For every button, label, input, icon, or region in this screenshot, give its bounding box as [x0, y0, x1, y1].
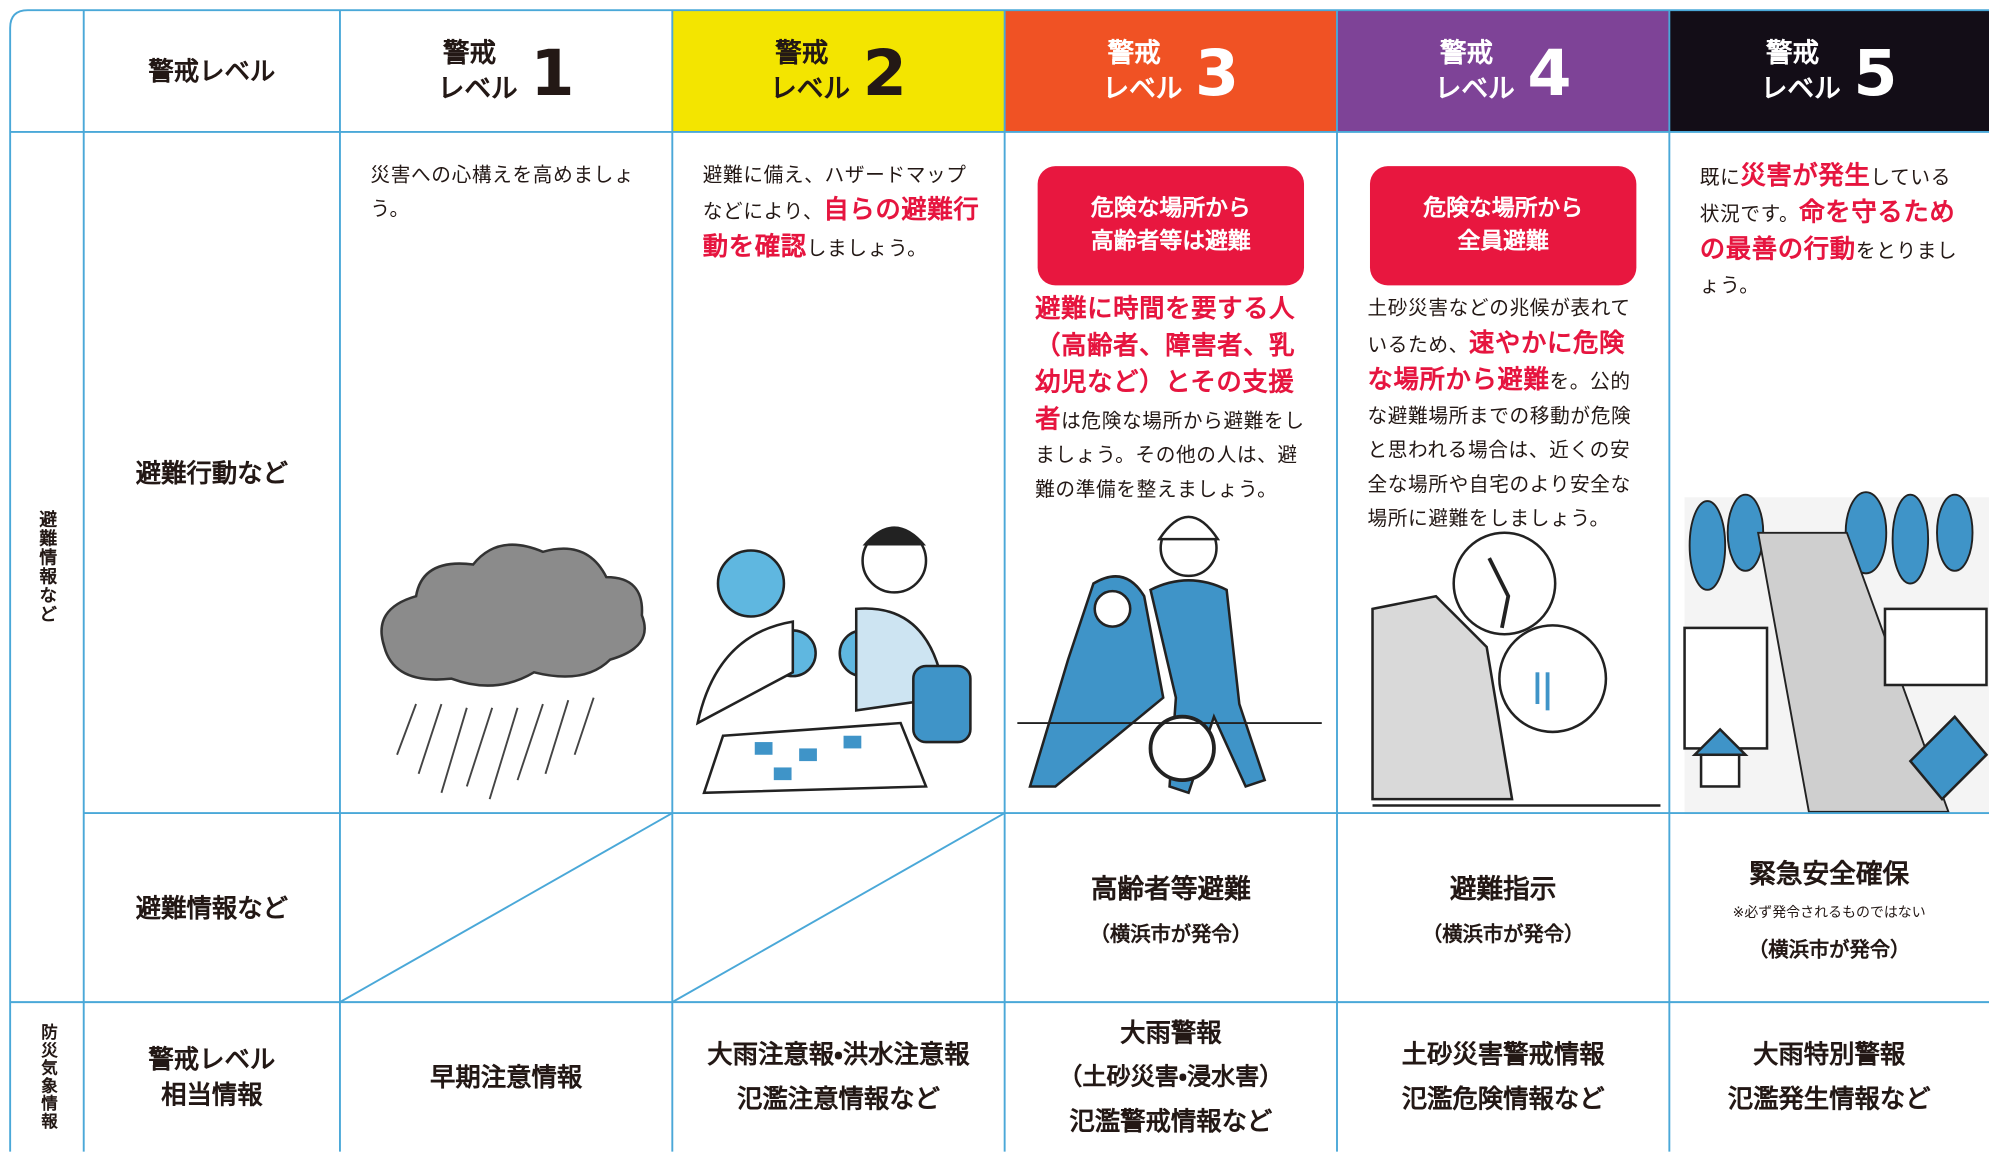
text: をとりましょう。: [1699, 239, 1958, 297]
info-name: 避難指示: [1449, 873, 1557, 904]
info-name: 高齢者等避難: [1090, 873, 1251, 904]
text: は危険な場所から避難をしましょう。その他の人は、避難の準備を整えましょう。: [1035, 409, 1305, 502]
info-cell: 緊急安全確保 ※必ず発令されるものではない （横浜市が発令）: [1669, 813, 1989, 1002]
text: 既に: [1699, 166, 1741, 190]
level-header-words: 警戒レベル: [770, 36, 850, 107]
side-label: 防災気象情報: [37, 1023, 57, 1131]
info-issuer: （横浜市が発令）: [1089, 921, 1253, 946]
action-text: 土砂災害などの兆候が表れているため、速やかに危険な場所から避難を。公的な避難場所…: [1367, 292, 1649, 537]
level-prefix: 警戒: [442, 38, 497, 69]
action-text: 避難に時間を要する人（高齢者、障害者、乳幼児など）とその支援者は危険な場所から避…: [1035, 292, 1317, 508]
level-number: 2: [862, 36, 907, 111]
info-issuer: （横浜市が発令）: [1747, 936, 1911, 961]
level-header-words: 警戒レベル: [1435, 36, 1515, 107]
weather-line: 氾濫注意情報など: [736, 1083, 940, 1114]
emphasis-text: 命を守るための最善の行動: [1699, 196, 1956, 264]
row-header: 警戒レベル: [148, 55, 276, 87]
illustrations: [380, 491, 1989, 815]
level-header-words: 警戒レベル: [438, 36, 518, 107]
weather-line: 氾濫警戒情報など: [1069, 1105, 1273, 1136]
text: 土砂災害などの兆候が表れているため、: [1367, 296, 1631, 357]
weather-cell: 土砂災害警戒情報 氾濫危険情報など: [1337, 1002, 1669, 1152]
info-note: ※必ず発令されるものではない: [1732, 903, 1926, 921]
evacuation-box: 危険な場所から 全員避難: [1369, 166, 1637, 286]
diagonal: [671, 812, 1006, 1003]
level-label: レベル: [1434, 73, 1515, 105]
weather-line: （土砂災害・浸水害）: [1058, 1062, 1284, 1091]
action-text: 既に災害が発生している状況です。命を守るための最善の行動をとりましょう。: [1700, 159, 1969, 304]
diagonal: [339, 812, 673, 1003]
row-label: 避難情報など: [135, 892, 288, 923]
level-prefix: 警戒: [1439, 38, 1494, 69]
weather-cell: 大雨注意報・洪水注意報 氾濫注意情報など: [672, 1002, 1004, 1152]
evacuation-illustration: [1017, 515, 1322, 795]
text: を。公的な避難場所までの移動が危険と思われる場合は、近くの安全な場所や自宅のより…: [1367, 370, 1632, 531]
action-text: 災害への心構えを高めましょう。: [370, 159, 652, 227]
weather-line: 早期注意情報: [430, 1061, 583, 1092]
info-name: 緊急安全確保: [1749, 858, 1910, 889]
level-header: 警戒 レベル 1: [340, 10, 672, 132]
level-label: レベル: [437, 73, 518, 105]
weather-line: 土砂災害警戒情報: [1401, 1038, 1605, 1070]
evacuation-box: 危険な場所から 高齢者等は避難: [1037, 166, 1305, 286]
text: 避難に備え、ハザードマップなどにより、: [702, 163, 967, 224]
level-number: 1: [530, 36, 575, 111]
level-prefix: 警戒: [1107, 38, 1161, 69]
level-prefix: 警戒: [1765, 38, 1820, 69]
weather-line: 大雨注意報・洪水注意報: [707, 1038, 970, 1070]
emphasis-text: 災害が発生: [1740, 159, 1871, 191]
level-header-words: 警戒レベル: [1102, 36, 1182, 107]
cloud-illustration: [380, 543, 646, 800]
row-label: 避難行動など: [135, 457, 288, 488]
level-header: 警戒 レベル 3: [1005, 10, 1337, 132]
info-cell: 避難指示 （横浜市が発令）: [1337, 813, 1669, 1002]
level-label: レベル: [1102, 73, 1183, 105]
text: しましょう。: [806, 237, 928, 261]
action-text: 避難に備え、ハザードマップなどにより、自らの避難行動を確認しましょう。: [703, 159, 985, 267]
level-number: 5: [1853, 36, 1898, 111]
weather-line: 氾濫危険情報など: [1401, 1083, 1605, 1114]
side-label: 避難情報など: [36, 509, 58, 625]
level-number: 3: [1195, 36, 1240, 111]
weather-cell: 早期注意情報: [340, 1002, 672, 1152]
weather-cell: 大雨警報 （土砂災害・浸水害） 氾濫警戒情報など: [1005, 1002, 1337, 1152]
emphasis-text: 速やかに危険な場所から避難: [1367, 327, 1625, 395]
info-cell: 高齢者等避難 （横浜市が発令）: [1005, 813, 1337, 1002]
level-header: 警戒 レベル 5: [1669, 10, 1989, 132]
level-label: レベル: [770, 73, 851, 105]
weather-line: 大雨特別警報: [1753, 1038, 1906, 1070]
level-header: 警戒 レベル 2: [672, 10, 1004, 132]
family-illustration: [695, 526, 972, 795]
weather-line: 大雨警報: [1120, 1016, 1222, 1048]
text: している状況です。: [1699, 166, 1952, 226]
disaster-illustration: [1683, 491, 1989, 815]
row-label: 警戒レベル 相当情報: [148, 1043, 276, 1110]
level-label: レベル: [1760, 73, 1841, 105]
emphasis-text: 避難に時間を要する人（高齢者、障害者、乳幼児など）とその支援者: [1035, 293, 1296, 434]
emphasis-text: 自らの避難行動を確認: [702, 194, 980, 262]
level-header: 警戒 レベル 4: [1337, 10, 1669, 132]
level-number: 4: [1527, 36, 1572, 111]
landslide-sign-illustration: [1371, 531, 1661, 807]
text: 災害への心構えを高めましょう。: [370, 163, 635, 221]
level-header-words: 警戒レベル: [1761, 36, 1841, 107]
info-issuer: （横浜市が発令）: [1421, 921, 1585, 946]
weather-line: 氾濫発生情報など: [1727, 1083, 1931, 1114]
level-prefix: 警戒: [775, 38, 829, 69]
weather-cell: 大雨特別警報 氾濫発生情報など: [1669, 1002, 1989, 1152]
